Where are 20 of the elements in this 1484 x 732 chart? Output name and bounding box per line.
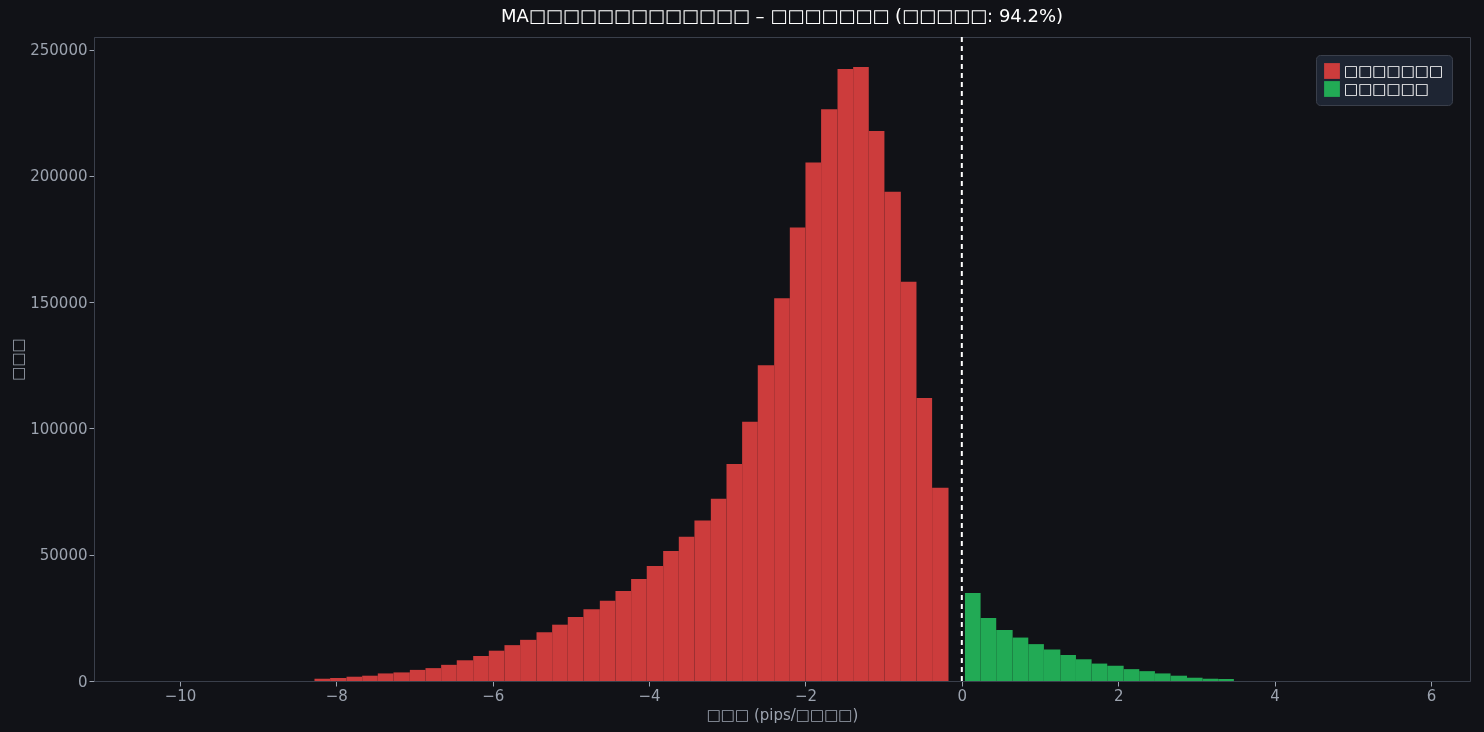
legend-label: □□□□□□□	[1344, 62, 1444, 80]
y-axis-title: □□□	[9, 338, 28, 381]
y-tick-label: 200000	[30, 167, 88, 186]
y-tick-label: 50000	[39, 546, 88, 565]
y-tick-label: 100000	[30, 419, 88, 438]
x-tick-label: −10	[164, 686, 197, 705]
x-tick-label: 0	[957, 686, 968, 705]
x-tick-label: −4	[638, 686, 661, 705]
y-tick-label: 250000	[30, 41, 88, 60]
legend-label: □□□□□□	[1344, 80, 1430, 98]
x-tick-label: −2	[794, 686, 818, 705]
y-tick-label: 150000	[30, 293, 88, 312]
y-tick-label: 0	[77, 672, 88, 691]
x-tick-label: 2	[1113, 686, 1124, 705]
x-tick-label: 4	[1270, 686, 1280, 705]
x-tick-label: 6	[1426, 686, 1437, 705]
x-axis-title: □□□ (pips/□□□□)	[706, 705, 859, 724]
x-tick-label: −8	[325, 686, 348, 705]
chart-title: MA□□□□□□□□□□□□□ – □□□□□□□ (□□□□□: 94.2%)	[500, 5, 1064, 26]
x-tick-label: −6	[482, 686, 505, 705]
